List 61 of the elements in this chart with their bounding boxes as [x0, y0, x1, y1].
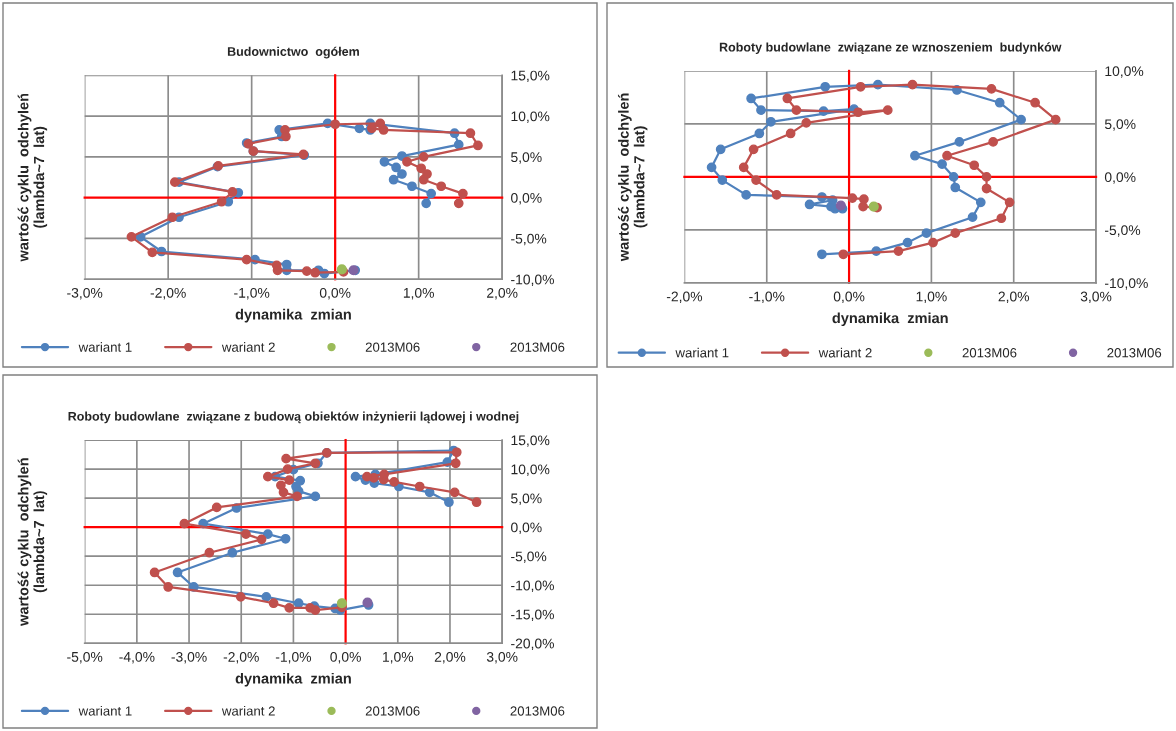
x-tick-label: -2,0%: [150, 287, 186, 300]
y-tick-label: -5,0%: [511, 551, 547, 563]
legend-label: 2013M06: [1107, 348, 1162, 358]
x-tick-label: -1,0%: [234, 287, 270, 300]
legend-label: 2013M06: [962, 348, 1017, 358]
y-tick-label: -5,0%: [511, 233, 547, 246]
x-tick-label: 3,0%: [486, 651, 518, 664]
legend-label: wariant 2: [818, 347, 872, 358]
x-tick-label: 1,0%: [383, 651, 414, 664]
y-tick-label: -15,0%: [511, 609, 554, 622]
y-tick-label: 10,0%: [1105, 66, 1144, 78]
chart-title: Budownictwo ogółem: [227, 46, 359, 59]
legend-label: 2013M06: [510, 706, 565, 716]
x-tick-label: 2,0%: [434, 651, 466, 664]
y-tick-label: 0,0%: [511, 522, 542, 534]
y-tick-label: -10,0%: [511, 274, 554, 287]
legend-label: 2013M06: [510, 342, 565, 352]
y-tick-label: 5,0%: [511, 152, 542, 164]
y-tick-label: -10,0%: [1104, 278, 1148, 290]
x-tick-label: 2,0%: [487, 287, 518, 300]
x-axis-title: dynamika zmian: [832, 312, 948, 327]
x-tick-label: 1,0%: [916, 291, 947, 304]
y-tick-label: 15,0%: [511, 70, 550, 83]
x-tick-label: 2,0%: [998, 291, 1030, 304]
legend-label: wariant 2: [221, 342, 275, 352]
legend-label: wariant 1: [78, 342, 132, 352]
x-axis-title: dynamika zmian: [235, 672, 351, 687]
y-tick-label: 10,0%: [511, 464, 550, 476]
x-tick-label: 0,0%: [319, 287, 351, 300]
x-tick-label: 1,0%: [403, 287, 434, 300]
x-axis-title: dynamika zmian: [235, 308, 351, 323]
y-tick-label: 5,0%: [511, 493, 542, 505]
x-tick-label: -4,0%: [119, 651, 155, 664]
legend-label: 2013M06: [365, 342, 420, 352]
x-tick-label: 0,0%: [330, 651, 361, 664]
legend-label: 2013M06: [365, 706, 420, 716]
x-tick-label: -2,0%: [223, 651, 259, 664]
y-axis-title: wartość cyklu odchyleń (lambda~7 lat): [17, 458, 48, 626]
y-tick-label: 0,0%: [1104, 172, 1136, 184]
x-tick-label: 3,0%: [1080, 291, 1112, 304]
chart-title: Roboty budowlane związane z budową obiektów inżynierii lądowej i wodnej: [68, 411, 519, 424]
x-tick-label: -2,0%: [666, 291, 703, 304]
legend-label: wariant 1: [675, 347, 729, 358]
x-tick-label: -3,0%: [67, 287, 103, 300]
legend-label: wariant 2: [221, 705, 275, 716]
x-tick-label: 0,0%: [833, 291, 865, 304]
x-tick-label: -1,0%: [275, 651, 312, 664]
y-axis-title: wartość cyklu odchyleń (lambda~7 lat): [617, 93, 648, 262]
x-tick-label: -1,0%: [749, 291, 785, 304]
y-tick-label: -20,0%: [511, 638, 554, 651]
y-tick-label: 0,0%: [511, 193, 542, 205]
y-axis-title: wartość cyklu odchyleń (lambda~7 lat): [17, 93, 48, 262]
y-tick-label: -5,0%: [1104, 225, 1141, 237]
y-tick-label: 10,0%: [511, 111, 550, 123]
y-tick-label: -10,0%: [511, 580, 554, 593]
y-tick-label: 5,0%: [1104, 119, 1136, 131]
x-tick-label: -5,0%: [67, 651, 103, 664]
chart-title: Roboty budowlane związane ze wznoszeniem budynków: [719, 42, 1062, 55]
x-tick-label: -3,0%: [171, 651, 207, 664]
y-tick-label: 15,0%: [511, 435, 550, 447]
legend-label: wariant 1: [78, 705, 132, 716]
